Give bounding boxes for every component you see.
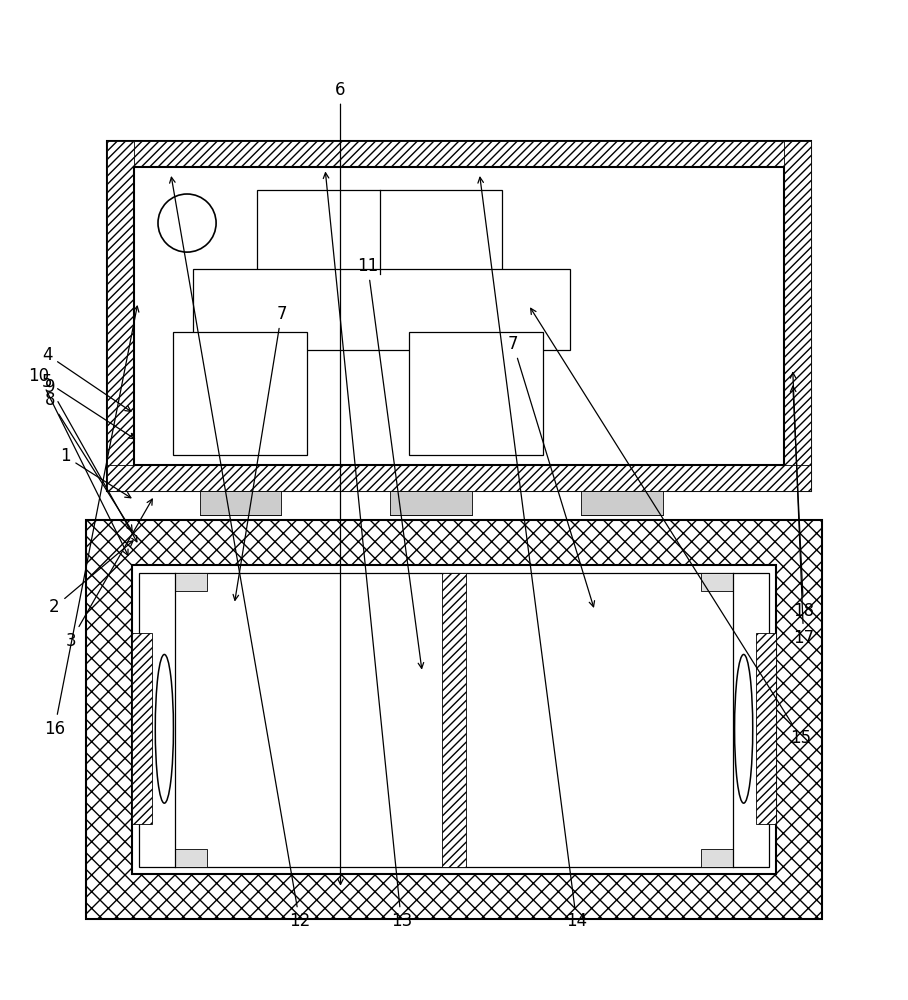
Bar xyxy=(175,573,207,591)
Text: 12: 12 xyxy=(170,177,311,930)
Text: 11: 11 xyxy=(357,257,424,668)
Text: 1: 1 xyxy=(60,447,131,498)
Bar xyxy=(701,573,733,591)
Bar xyxy=(132,633,152,824)
Text: 13: 13 xyxy=(323,173,412,930)
Bar xyxy=(107,465,811,491)
Bar xyxy=(173,332,307,455)
Bar xyxy=(107,141,134,491)
Bar xyxy=(134,167,784,465)
Text: 5: 5 xyxy=(42,373,134,439)
Bar xyxy=(784,141,811,491)
Bar xyxy=(107,141,811,167)
Text: 10: 10 xyxy=(28,367,128,555)
Bar xyxy=(442,573,466,867)
Bar xyxy=(581,491,663,515)
Bar xyxy=(200,491,281,515)
Ellipse shape xyxy=(735,654,753,803)
Bar xyxy=(86,520,822,919)
Text: 7: 7 xyxy=(508,335,595,607)
Bar xyxy=(193,269,570,350)
Text: 7: 7 xyxy=(233,305,287,600)
Bar xyxy=(132,565,776,874)
Text: 18: 18 xyxy=(790,386,814,620)
Bar xyxy=(175,849,207,867)
Bar xyxy=(409,332,543,455)
Bar xyxy=(756,633,776,824)
Text: 15: 15 xyxy=(530,308,812,747)
Bar xyxy=(701,849,733,867)
Text: 3: 3 xyxy=(65,499,153,650)
Ellipse shape xyxy=(155,654,173,803)
Text: 14: 14 xyxy=(478,177,587,930)
Bar xyxy=(257,190,502,274)
Text: 16: 16 xyxy=(44,306,139,738)
Bar xyxy=(390,491,472,515)
Text: 4: 4 xyxy=(42,346,131,411)
Text: 6: 6 xyxy=(335,81,346,884)
Bar xyxy=(107,141,811,491)
Text: 2: 2 xyxy=(49,541,133,616)
Text: 17: 17 xyxy=(790,373,814,647)
Text: 8: 8 xyxy=(44,391,133,531)
Text: 9: 9 xyxy=(44,378,137,542)
Bar xyxy=(139,573,769,867)
